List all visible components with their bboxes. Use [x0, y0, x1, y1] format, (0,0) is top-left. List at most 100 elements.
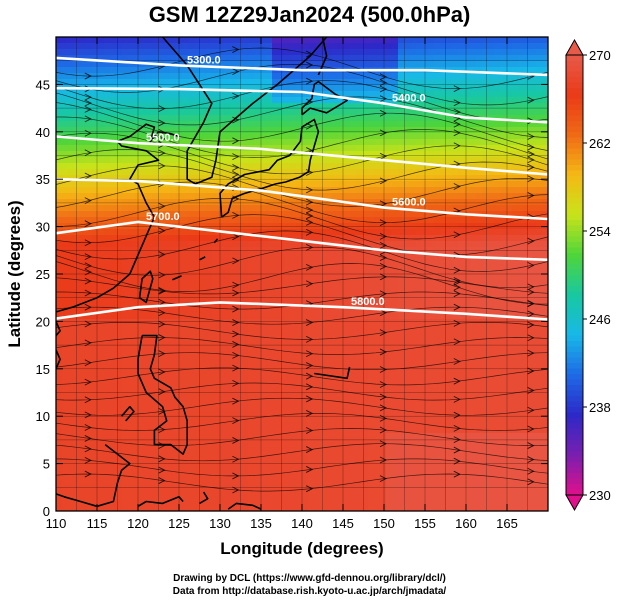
colorbar-segment — [566, 132, 583, 139]
colorbar-segment — [566, 418, 583, 425]
colorbar-segment — [566, 429, 583, 436]
y-tick-label: 10 — [36, 409, 50, 424]
colorbar-segment — [566, 176, 583, 183]
colorbar-segment — [566, 396, 583, 403]
colorbar-segment — [566, 302, 583, 309]
contour-line — [56, 301, 548, 321]
colorbar-tick-label: 270 — [589, 48, 611, 63]
colorbar-segment — [566, 341, 583, 348]
contour-line — [56, 177, 548, 221]
colorbar-segment — [566, 220, 583, 227]
x-tick-label: 125 — [168, 516, 190, 531]
colorbar-segment — [566, 346, 583, 353]
colorbar-tick-label: 254 — [589, 224, 611, 239]
colorbar-segment — [566, 154, 583, 161]
colorbar-segment — [566, 82, 583, 89]
colorbar-segment — [566, 451, 583, 458]
colorbar-segment — [566, 286, 583, 293]
colorbar-segment — [566, 363, 583, 370]
credit-line-data: Data from http://database.rish.kyoto-u.a… — [172, 586, 447, 597]
y-tick-label: 45 — [36, 77, 50, 92]
colorbar-segment — [566, 390, 583, 397]
y-tick-label: 0 — [43, 504, 50, 519]
colorbar-tick-label: 238 — [589, 400, 611, 415]
colorbar-segment — [566, 198, 583, 205]
contour-line — [56, 56, 548, 77]
colorbar-segment — [566, 170, 583, 177]
credits: Drawing by DCL (https://www.gfd-dennou.o… — [0, 572, 619, 598]
colorbar-segment — [566, 478, 583, 485]
geopotential-contours: 5300.0 5400.0 5500.0 5600.0 5700.0 5800.0 — [56, 54, 548, 321]
y-tick-label: 25 — [36, 267, 50, 282]
x-tick-label: 135 — [250, 516, 272, 531]
x-tick-label: 115 — [87, 516, 108, 531]
colorbar-segment — [566, 462, 583, 469]
colorbar-segment — [566, 104, 583, 111]
colorbar-segment — [566, 335, 583, 342]
x-tick-label: 120 — [127, 516, 149, 531]
colorbar-segment — [566, 143, 583, 150]
colorbar-segment — [566, 60, 583, 67]
contour-label: 5300.0 — [187, 54, 221, 66]
colorbar-segment — [566, 242, 583, 249]
colorbar-segment — [566, 66, 583, 73]
colorbar-segment — [566, 467, 583, 474]
x-tick-label: 155 — [414, 516, 436, 531]
colorbar-segment — [566, 407, 583, 414]
colorbar-segment — [566, 275, 583, 282]
colorbar-segment — [566, 352, 583, 359]
colorbar-segment — [566, 379, 583, 386]
colorbar-segment — [566, 209, 583, 216]
colorbar-segment — [566, 423, 583, 430]
contour-label: 5500.0 — [146, 132, 180, 144]
colorbar-segment — [566, 368, 583, 375]
lat-lon-grid — [56, 37, 548, 511]
colorbar-segment — [566, 88, 583, 95]
colorbar-segment — [566, 121, 583, 128]
colorbar-segment — [566, 258, 583, 265]
colorbar-segment — [566, 308, 583, 315]
colorbar-segment — [566, 445, 583, 452]
colorbar-segment — [566, 269, 583, 276]
colorbar-segment — [566, 165, 583, 172]
x-tick-label: 160 — [455, 516, 477, 531]
y-axis: 0 5 10 15 20 25 30 35 40 45 — [36, 77, 548, 519]
colorbar-segment — [566, 489, 583, 496]
contour-label: 5700.0 — [146, 211, 180, 223]
colorbar: 270 262 254 246 238 230 — [565, 38, 611, 512]
chart-title: GSM 12Z29Jan2024 (500.0hPa) — [148, 2, 471, 27]
colorbar-segment — [566, 473, 583, 480]
colorbar-segment — [566, 99, 583, 106]
x-tick-label: 165 — [496, 516, 518, 531]
y-tick-label: 20 — [36, 314, 50, 329]
colorbar-segment — [566, 115, 583, 122]
y-tick-label: 40 — [36, 125, 50, 140]
colorbar-segment — [566, 148, 583, 155]
colorbar-segment — [566, 324, 583, 331]
colorbar-segment — [566, 291, 583, 298]
colorbar-segment — [566, 456, 583, 463]
colorbar-segment — [566, 187, 583, 194]
contour-line — [56, 86, 548, 124]
colorbar-tick-label: 262 — [589, 136, 611, 151]
x-tick-label: 150 — [373, 516, 395, 531]
colorbar-segment — [566, 357, 583, 364]
colorbar-segment — [566, 297, 583, 304]
colorbar-segment — [566, 412, 583, 419]
colorbar-segment — [566, 440, 583, 447]
y-tick-label: 5 — [43, 457, 50, 472]
x-axis: 110 115 120 125 130 135 140 145 150 155 160 165 — [46, 37, 518, 531]
colorbar-segment — [566, 55, 583, 62]
colorbar-segment — [566, 93, 583, 100]
x-tick-label: 145 — [332, 516, 354, 531]
contour-label: 5600.0 — [392, 197, 426, 209]
colorbar-segment — [566, 319, 583, 326]
contour-line — [56, 135, 548, 176]
colorbar-segment — [566, 484, 583, 491]
colorbar-segment — [566, 126, 583, 133]
colorbar-segment — [566, 401, 583, 408]
colorbar-segment — [566, 192, 583, 199]
colorbar-segment — [566, 264, 583, 271]
colorbar-segment — [566, 313, 583, 320]
